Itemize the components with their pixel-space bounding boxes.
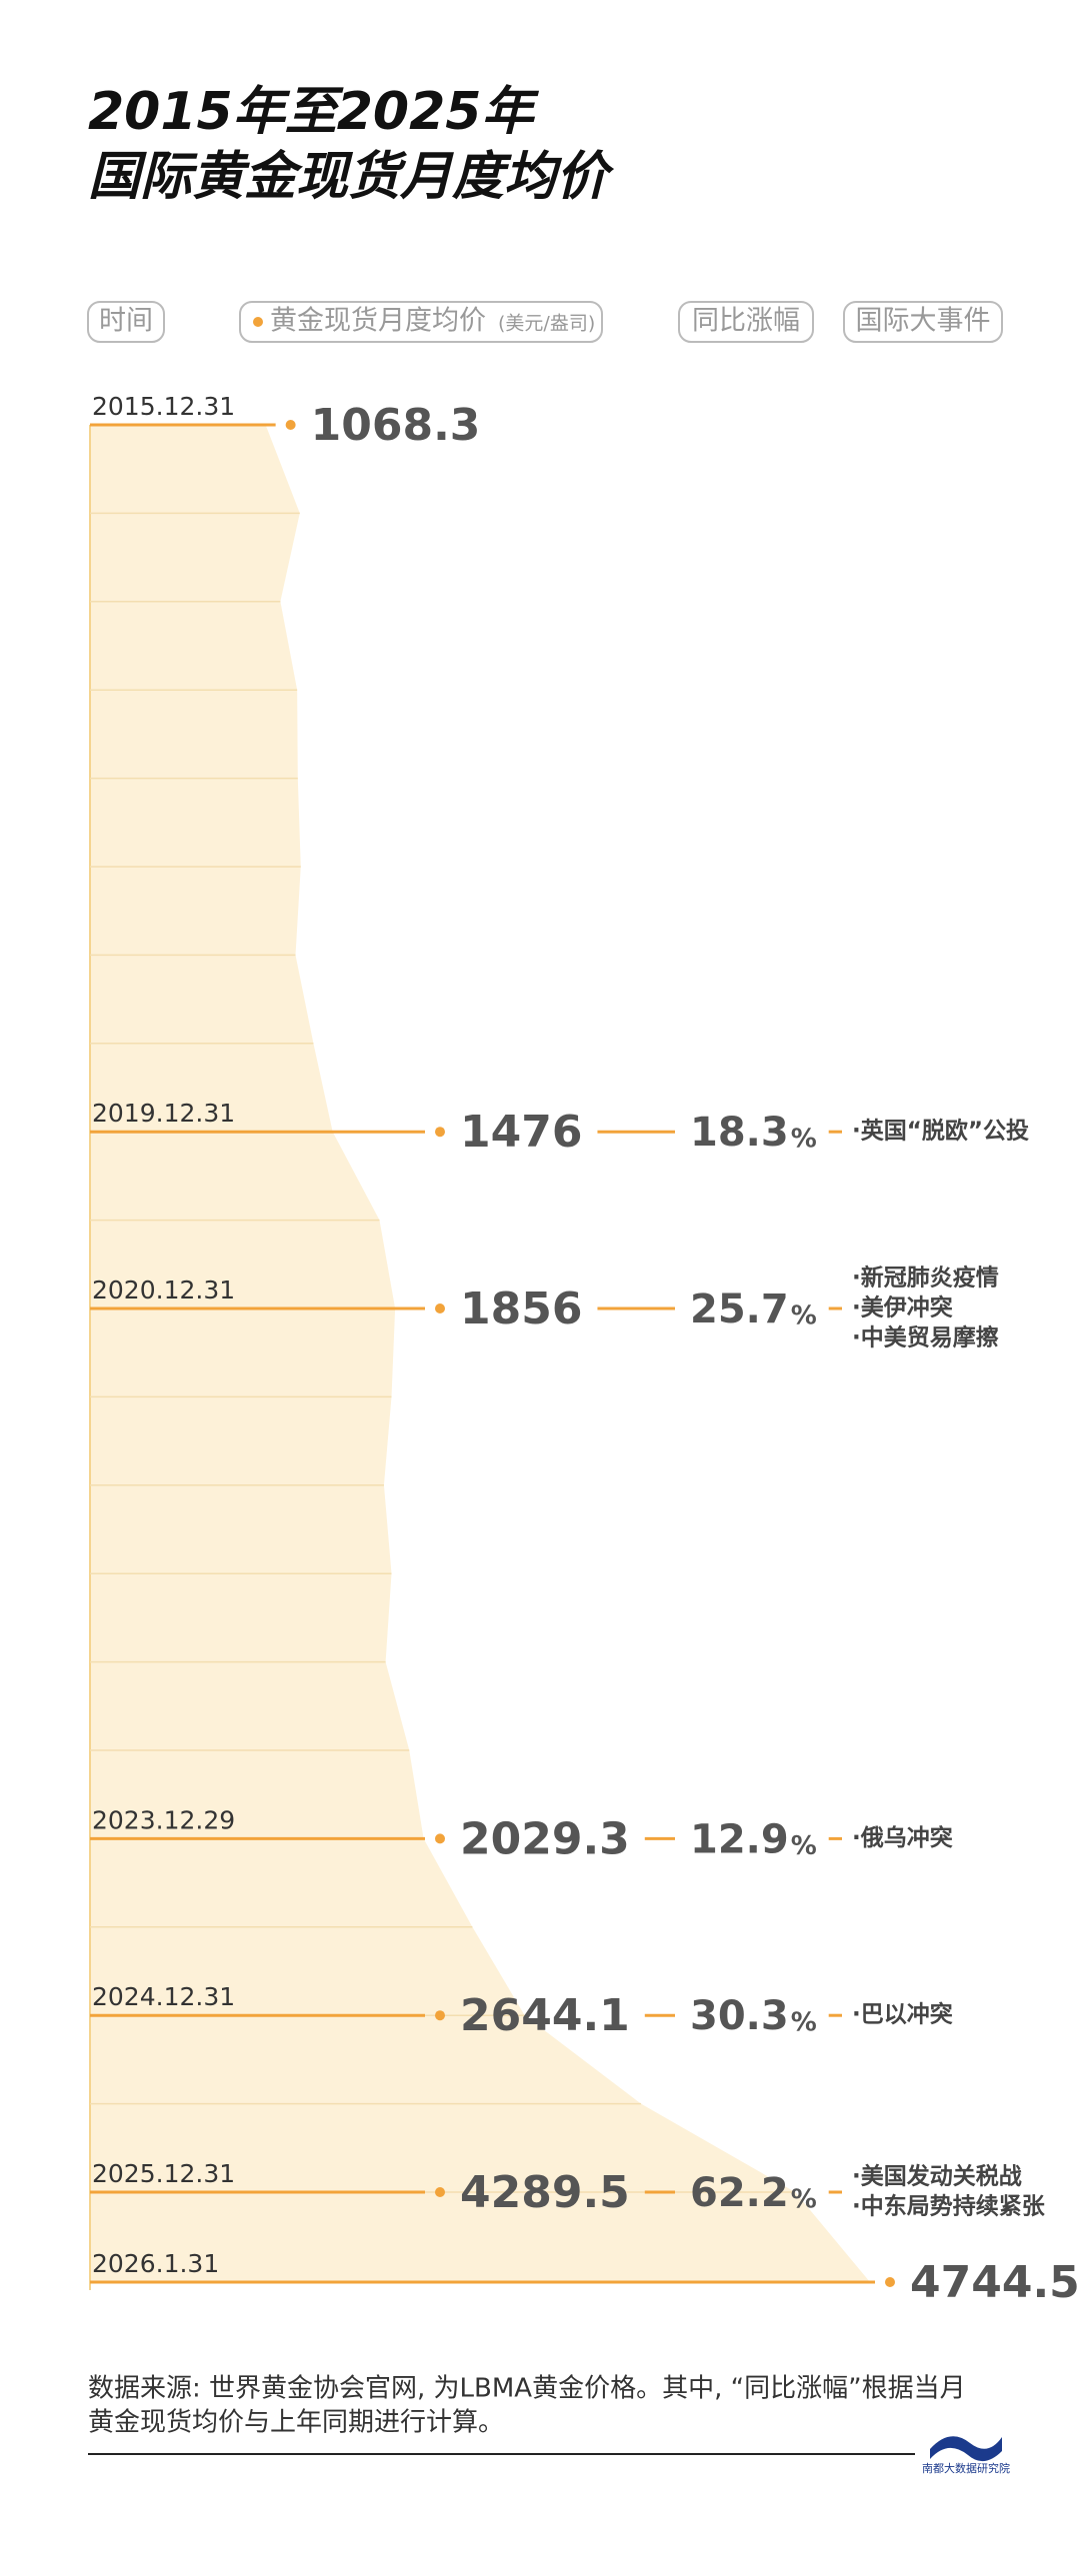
price-dot [435,1127,445,1138]
event-label: ·俄乌冲突 [852,1824,953,1851]
column-header: 黄金现货月度均价 [270,306,486,337]
date-label: 2025.12.31 [92,2159,235,2188]
source-note: 黄金现货均价与上年同期进行计算。 [88,2408,504,2438]
unit-label: (美元/盎司) [498,313,595,335]
event-label: ·英国“脱欧”公投 [852,1118,1029,1145]
header-pill [239,301,603,343]
title-line: 2015年至2025年 [88,82,539,142]
source-note: 数据来源: 世界黄金协会官网, 为LBMA黄金价格。其中, “同比涨幅”根据当月 [88,2374,966,2404]
header-pill [678,301,814,343]
yoy-value: 62.2 [690,2170,789,2216]
price-area [90,425,870,2282]
yoy-value: 12.9 [690,1816,789,1862]
price-label: 2644.1 [460,1990,630,2041]
price-label: 4744.5 [910,2257,1080,2308]
price-dot [285,420,296,430]
yoy-value: 25.7 [690,1287,789,1332]
header-pill [843,301,1003,343]
event-label: ·巴以冲突 [852,2001,953,2028]
price-dot [435,1303,445,1313]
date-label: 2024.12.31 [92,1982,235,2011]
price-label: 4289.5 [460,2167,630,2218]
price-dot [435,2010,445,2021]
brand-logo [930,2436,1002,2462]
column-header: 同比涨幅 [692,306,800,337]
yoy-unit: % [791,2008,817,2038]
date-label: 2020.12.31 [92,1276,235,1304]
header-dot [253,317,263,327]
price-label: 1068.3 [311,400,481,451]
price-dot [435,2187,445,2197]
event-label: ·中东局势持续紧张 [852,2193,1046,2220]
yoy-value: 30.3 [690,1993,789,2039]
column-header: 时间 [99,306,153,337]
event-label: ·中美贸易摩擦 [852,1324,999,1351]
price-dot [435,1833,445,1844]
date-label: 2015.12.31 [92,392,235,421]
yoy-unit: % [791,1831,817,1861]
yoy-value: 18.3 [690,1110,789,1156]
title-line: 国际黄金现货月度均价 [88,147,615,207]
yoy-unit: % [791,2185,817,2215]
column-header: 国际大事件 [856,306,991,337]
event-label: ·新冠肺炎疫情 [852,1265,999,1291]
event-label: ·美伊冲突 [852,1294,953,1321]
event-label: ·美国发动关税战 [852,2163,1022,2190]
date-label: 2026.1.31 [92,2249,219,2278]
yoy-unit: % [791,1301,817,1331]
date-label: 2019.12.31 [92,1099,235,1128]
price-label: 1856 [460,1284,582,1334]
yoy-unit: % [791,1125,817,1155]
plot: 2015.12.31 1068.3 2019.12.31 1476 18.3% ·英国“脱… [89,392,1080,2308]
header-pill [87,301,165,343]
price-dot [885,2277,895,2287]
brand-name: 南都大数据研究院 [922,2461,1010,2475]
price-label: 1476 [460,1107,582,1158]
price-label: 2029.3 [460,1813,630,1864]
date-label: 2023.12.29 [92,1805,235,1834]
